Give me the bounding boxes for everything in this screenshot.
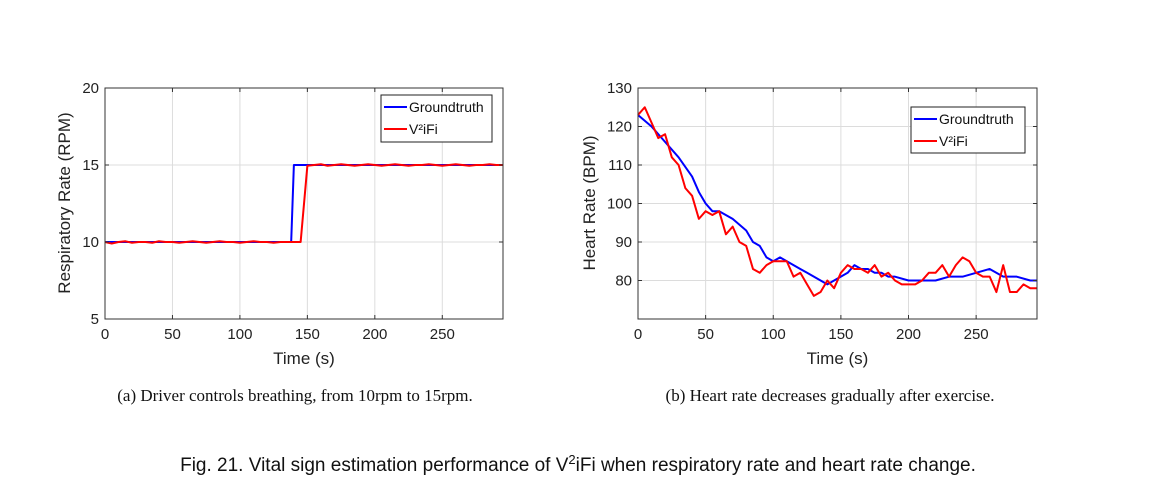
- y-tick-label: 15: [82, 157, 99, 174]
- legend-label: V²iFi: [409, 121, 438, 137]
- legend-label: Groundtruth: [409, 99, 484, 115]
- chart-respiratory-rate: 0 50 100 150 200 250 5 10 15 20 Time (s) Respirator…: [55, 80, 504, 368]
- x-tick-label: 50: [164, 326, 181, 343]
- series-line-v2ifi: [637, 106, 1037, 297]
- series-line-groundtruth: [637, 114, 1037, 286]
- legend: Groundtruth V²iFi: [380, 94, 493, 143]
- x-tick-label: 250: [964, 326, 989, 343]
- legend-box: [380, 94, 493, 143]
- legend-box: [910, 106, 1026, 154]
- x-tick-label: 200: [896, 326, 921, 343]
- y-tick-label: 20: [82, 80, 99, 97]
- x-tick-label: 150: [295, 326, 320, 343]
- y-tick-label: 100: [607, 196, 632, 213]
- figure-caption-suffix: iFi when respiratory rate and heart rate…: [576, 455, 976, 476]
- x-axis-label: Time (s): [273, 349, 335, 368]
- legend: Groundtruth V²iFi: [910, 106, 1026, 154]
- legend-label: Groundtruth: [939, 111, 1014, 127]
- x-tick-label: 0: [101, 326, 109, 343]
- y-tick-label: 5: [91, 311, 99, 328]
- plot-frame: [104, 87, 504, 320]
- x-tick-label: 100: [227, 326, 252, 343]
- y-tick-label: 120: [607, 119, 632, 136]
- figure-caption-superscript: 2: [568, 452, 575, 467]
- x-tick-label: 150: [828, 326, 853, 343]
- x-tick-label: 250: [430, 326, 455, 343]
- y-axis-label: Respiratory Rate (RPM): [55, 112, 74, 293]
- y-tick-label: 90: [615, 234, 632, 251]
- y-tick-label: 10: [82, 234, 99, 251]
- y-tick-label: 130: [607, 80, 632, 97]
- x-tick-label: 200: [362, 326, 387, 343]
- x-tick-label: 50: [697, 326, 714, 343]
- x-tick-label: 100: [761, 326, 786, 343]
- series-line-v2ifi: [104, 163, 503, 245]
- y-tick-label: 110: [608, 157, 632, 174]
- legend-label: V²iFi: [939, 133, 968, 149]
- y-tick-label: 80: [615, 273, 632, 290]
- y-axis-label: Heart Rate (BPM): [580, 135, 599, 270]
- x-axis-label: Time (s): [807, 349, 869, 368]
- x-tick-label: 0: [634, 326, 642, 343]
- subcaption-b: (b) Heart rate decreases gradually after…: [666, 386, 995, 405]
- chart-heart-rate: 0 50 100 150 200 250 80 90 100 110 120 130 Time (s) H…: [580, 80, 1038, 368]
- subcaption-a: (a) Driver controls breathing, from 10rp…: [117, 386, 473, 405]
- figure-caption: Fig. 21. Vital sign estimation performan…: [180, 452, 976, 477]
- figure-caption-prefix: Fig. 21. Vital sign estimation performan…: [180, 455, 569, 476]
